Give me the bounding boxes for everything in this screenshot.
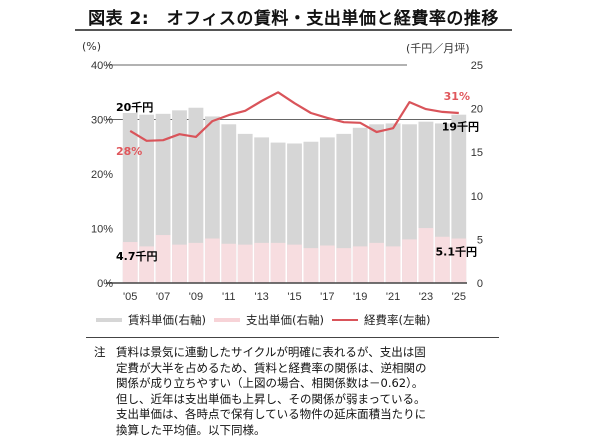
rent-bar	[172, 110, 187, 284]
data-annotation: 4.7千円	[116, 249, 158, 263]
expense-bar	[336, 248, 352, 283]
left-tick-label: 0%	[97, 278, 113, 290]
data-annotation: 20千円	[116, 100, 153, 114]
expense-bar	[451, 238, 467, 283]
legend-item-rent: 賃料単価(右軸)	[96, 312, 206, 328]
footnote-line: 換算した平均値。以下同様。	[116, 422, 266, 437]
legend-item-expense: 支出単価(右軸)	[213, 312, 324, 328]
expense-bar	[172, 244, 187, 283]
x-tick-label: '23	[419, 291, 433, 303]
expense-bar	[369, 242, 385, 283]
x-tick-label: '05	[123, 291, 137, 303]
rent-bar	[336, 133, 352, 283]
title-divider	[75, 29, 512, 31]
expense-bar	[139, 246, 155, 283]
expense-bar	[204, 238, 220, 283]
ratio-line-group	[129, 91, 459, 142]
figure-title: 図表 2: オフィスの賃料・支出単価と経費率の推移	[88, 9, 499, 29]
legend-swatch-rent	[96, 318, 122, 322]
x-tick-label: '11	[222, 291, 236, 303]
legend-divider	[86, 337, 499, 338]
legend: 賃料単価(右軸) 支出単価(右軸) 経費率(左軸)	[96, 312, 438, 328]
expense-bar	[188, 242, 204, 283]
data-annotation: 28%	[116, 145, 142, 158]
reference-lines	[106, 64, 465, 120]
footnote-line: 但し、近年は支出単価も上昇し、その関係が弱まっている。	[116, 391, 426, 406]
annotations: 20千円 28% 4.7千円 31% 19千円 5.1千円	[116, 90, 479, 263]
rent-bar	[385, 123, 401, 283]
left-tick-label: 30%	[91, 115, 113, 127]
legend-item-ratio: 経費率(左軸)	[331, 312, 431, 328]
x-axis-ticks: '05 '07 '09 '11 '13 '15 '17 '19 '21 '23 '25	[123, 291, 466, 303]
expense-bar	[352, 246, 368, 283]
x-tick-label: '19	[353, 291, 367, 303]
x-tick-label: '07	[156, 291, 170, 303]
footnote: 注 賃料は景気に連動したサイクルが明確に表れるが、支出は固 定費が大半を占めるた…	[94, 345, 516, 438]
footnote-body: 賃料は景気に連動したサイクルが明確に表れるが、支出は固 定費が大半を占めるため、…	[116, 345, 516, 438]
right-tick-label: 20	[471, 104, 483, 116]
rent-bar	[139, 114, 155, 283]
x-tick-label: '25	[452, 291, 466, 303]
footnote-line: 関係が成り立ちやすい（上図の場合、相関係数は－0.62）。	[116, 376, 424, 390]
footnote-label: 注	[94, 345, 106, 359]
expense-bar	[303, 248, 319, 283]
x-tick-label: '09	[189, 291, 203, 303]
footnote-line: 定費が大半を占めるため、賃料と経費率の関係は、逆相関の	[116, 360, 427, 375]
legend-swatch-expense	[213, 318, 240, 322]
legend-label-rent: 賃料単価(右軸)	[128, 313, 206, 327]
rent-bar	[188, 107, 204, 283]
data-annotation: 19千円	[442, 120, 479, 134]
rent-bar	[352, 127, 368, 283]
x-tick-label: '17	[320, 291, 334, 303]
expense-bar	[155, 235, 171, 283]
expense-bar	[122, 242, 138, 283]
footnote-line: 支出単価は、各時点で保有している物件の延床面積当たりに	[116, 407, 427, 421]
legend-label-expense: 支出単価(右軸)	[245, 313, 324, 327]
right-axis-ticks: 0 5 10 15 20 25	[471, 60, 483, 290]
x-tick-label: '13	[254, 291, 268, 303]
right-tick-label: 0	[477, 278, 483, 290]
right-tick-label: 5	[477, 234, 483, 246]
right-axis-unit: (千円／月坪)	[406, 42, 470, 55]
expense-bar	[221, 243, 237, 283]
expense-bar	[319, 245, 335, 283]
right-tick-label: 15	[471, 147, 483, 159]
rent-bar	[122, 112, 138, 284]
expense-bar	[287, 244, 302, 283]
footnote-line: 賃料は景気に連動したサイクルが明確に表れるが、支出は固	[116, 345, 426, 359]
left-axis-unit: (%)	[82, 40, 102, 53]
x-tick-label: '15	[287, 291, 301, 303]
legend-swatch-ratio	[331, 319, 358, 321]
expense-bar	[434, 236, 450, 283]
expense-bar	[385, 246, 401, 283]
expense-bar	[237, 244, 253, 283]
expense-bars	[122, 228, 467, 283]
rent-bar	[303, 141, 319, 283]
expense-bar	[418, 228, 434, 283]
expense-bar	[254, 242, 270, 283]
data-annotation: 31%	[444, 90, 470, 103]
chart: 0% 10% 20% 30% 40% 0 5 10 15 20 25 '05 '07 '09 '11 '1…	[91, 60, 483, 303]
rent-bar	[221, 124, 237, 284]
x-tick-label: '21	[386, 291, 400, 303]
left-tick-label: 10%	[91, 224, 113, 236]
right-tick-label: 10	[471, 191, 483, 203]
legend-label-ratio: 経費率(左軸)	[363, 313, 431, 327]
left-tick-label: 20%	[91, 169, 113, 181]
expense-bar	[402, 239, 417, 283]
left-axis-ticks: 0% 10% 20% 30% 40%	[91, 60, 113, 290]
left-tick-label: 40%	[91, 60, 113, 72]
right-tick-label: 25	[471, 60, 483, 72]
data-annotation: 5.1千円	[436, 245, 478, 259]
expense-bar	[270, 242, 286, 283]
